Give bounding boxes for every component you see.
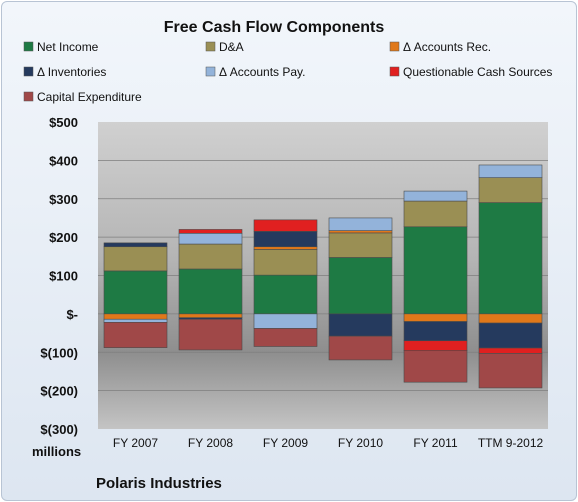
bar-segment	[253, 328, 318, 347]
legend-label: Δ Accounts Rec.	[403, 40, 491, 54]
bar-segment	[253, 249, 318, 276]
bar-segment	[178, 229, 243, 234]
y-tick-label: $200	[49, 230, 78, 245]
x-axis: FY 2007 FY 2008 FY 2009 FY 2010 FY 2011 TTM 9…	[113, 436, 544, 450]
bar-segment	[328, 313, 393, 337]
bar-segment	[328, 257, 393, 315]
bar-segment	[253, 246, 318, 250]
legend-label: Δ Accounts Pay.	[219, 65, 306, 79]
unit-label: millions	[32, 444, 81, 459]
x-tick-label: FY 2007	[113, 436, 158, 450]
y-axis: $500 $400 $300 $200 $100 $- $(100) $(200) $(300)	[40, 115, 78, 437]
legend-swatch	[389, 66, 400, 77]
bar-segment	[253, 219, 318, 232]
legend-swatch	[389, 41, 400, 52]
legend-label: Net Income	[37, 40, 99, 54]
bar-segment	[478, 164, 543, 178]
bar-segment	[178, 243, 243, 270]
bar-segment	[103, 322, 168, 348]
legend-label: Questionable Cash Sources	[403, 65, 552, 79]
bar-segment	[103, 246, 168, 272]
x-tick-label: FY 2010	[338, 436, 383, 450]
bar-segment	[103, 318, 168, 323]
legend-label: D&A	[219, 40, 244, 54]
bar-segment	[328, 232, 393, 258]
bar-segment	[253, 313, 318, 329]
bar-segment	[178, 232, 243, 245]
bar-segment	[478, 353, 543, 389]
bar-segment	[253, 274, 318, 315]
bar-segment	[478, 313, 543, 324]
legend: Net Income D&A Δ Accounts Rec. Δ Inventorie…	[23, 40, 552, 104]
y-tick-label: $(100)	[40, 345, 78, 360]
bar-segment	[328, 335, 393, 361]
bar-segment	[178, 318, 243, 351]
bar-segment	[403, 226, 468, 315]
x-tick-label: FY 2011	[413, 436, 458, 450]
bar-segment	[403, 350, 468, 383]
y-tick-label: $-	[66, 307, 78, 322]
legend-label: Δ Inventories	[37, 65, 106, 79]
bar-segment	[403, 340, 468, 352]
bar-segment	[478, 322, 543, 349]
bar-segment	[103, 242, 168, 248]
legend-swatch	[23, 66, 34, 77]
legend-label: Capital Expenditure	[37, 90, 142, 104]
bar-segment	[103, 313, 168, 320]
bar-segment	[478, 347, 543, 354]
legend-swatch	[205, 41, 216, 52]
chart-title: Free Cash Flow Components	[164, 19, 385, 36]
legend-swatch	[205, 66, 216, 77]
bar-segment	[253, 231, 318, 248]
gridlines	[98, 160, 548, 391]
bar-segment	[478, 202, 543, 315]
bar-segment	[478, 177, 543, 203]
bar-segment	[178, 313, 243, 319]
x-tick-label: FY 2009	[263, 436, 308, 450]
bars	[103, 164, 543, 389]
y-tick-label: $300	[49, 192, 78, 207]
bar-segment	[328, 217, 393, 231]
legend-swatch	[23, 41, 34, 52]
bar-segment	[403, 321, 468, 342]
bar-segment	[328, 230, 393, 234]
bar-segment	[178, 268, 243, 315]
bar-segment	[403, 200, 468, 228]
x-tick-label: TTM 9-2012	[478, 436, 544, 450]
y-tick-label: $(300)	[40, 422, 78, 437]
y-tick-label: $500	[49, 115, 78, 130]
company-name: Polaris Industries	[96, 475, 222, 492]
bar-segment	[403, 313, 468, 322]
bar-segment	[403, 190, 468, 202]
x-tick-label: FY 2008	[188, 436, 233, 450]
y-tick-label: $400	[49, 153, 78, 168]
y-tick-label: $100	[49, 269, 78, 284]
y-tick-label: $(200)	[40, 384, 78, 399]
legend-swatch	[23, 91, 34, 102]
bar-segment	[103, 270, 168, 315]
